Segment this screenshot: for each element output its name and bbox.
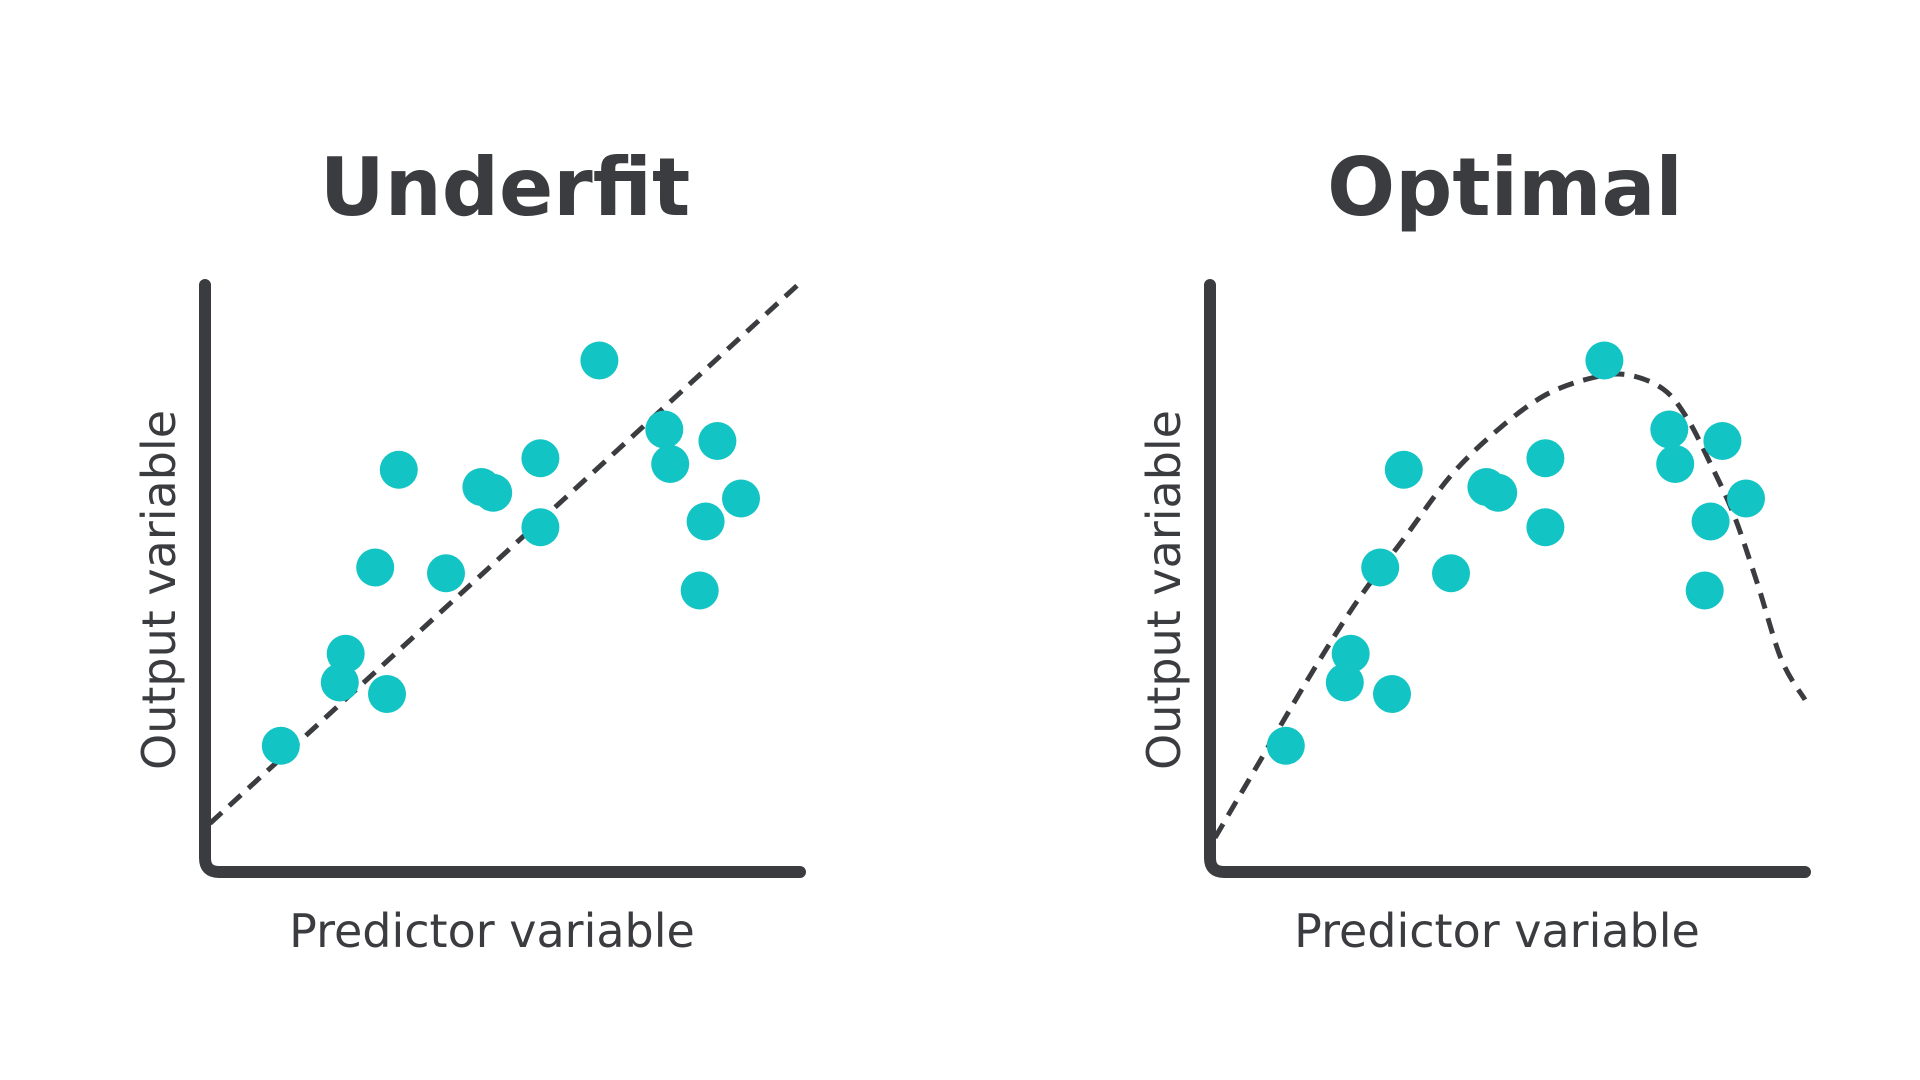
underfit-data-point [686,502,725,541]
underfit-data-point [356,548,395,587]
optimal-x-axis-label: Predictor variable [1294,904,1700,958]
underfit-y-axis-label: Output variable [132,410,186,770]
underfit-data-point [521,439,560,478]
optimal-data-point [1685,571,1724,610]
underfit-title: Underfit [320,141,690,234]
optimal-y-axis-label: Output variable [1137,410,1191,770]
optimal-data-point [1526,508,1565,547]
underfit-data-point [722,479,760,518]
optimal-data-point [1384,450,1423,489]
underfit-data-point [474,473,513,512]
optimal-data-point [1361,548,1400,587]
optimal-data-point [1727,479,1765,518]
underfit-data-point [261,726,300,765]
optimal-data-point [1266,726,1305,765]
underfit-data-point [379,450,418,489]
optimal-data-point [1325,663,1364,702]
optimal-points [1266,341,1765,765]
underfit-fit-line [208,281,802,826]
optimal-data-point [1650,410,1689,449]
optimal-data-point [1373,675,1411,713]
underfit-data-point [326,634,365,673]
underfit-data-point [651,445,690,483]
underfit-data-point [645,410,684,449]
underfit-panel: Underfit Output variable Predictor varia… [132,141,806,958]
optimal-data-point [1585,341,1624,380]
optimal-data-point [1479,473,1518,512]
optimal-data-point [1526,439,1565,478]
underfit-data-point [368,675,406,713]
optimal-data-point [1432,554,1470,593]
underfit-data-point [320,663,359,702]
underfit-data-point [680,571,719,610]
optimal-data-point [1656,445,1695,483]
optimal-fit-line [1212,371,1808,840]
underfit-axes [199,279,806,878]
optimal-data-point [1703,422,1742,460]
optimal-data-point [1331,634,1370,673]
optimal-title: Optimal [1327,141,1683,234]
underfit-x-axis-label: Predictor variable [289,904,695,958]
underfit-data-point [521,508,560,547]
underfit-data-point [580,341,619,380]
underfit-data-point [698,422,737,460]
underfit-points [261,341,760,765]
optimal-data-point [1691,502,1730,541]
optimal-panel: Optimal Output variable Predictor variab… [1137,141,1811,958]
optimal-axes [1204,279,1811,878]
underfit-data-point [427,554,465,593]
